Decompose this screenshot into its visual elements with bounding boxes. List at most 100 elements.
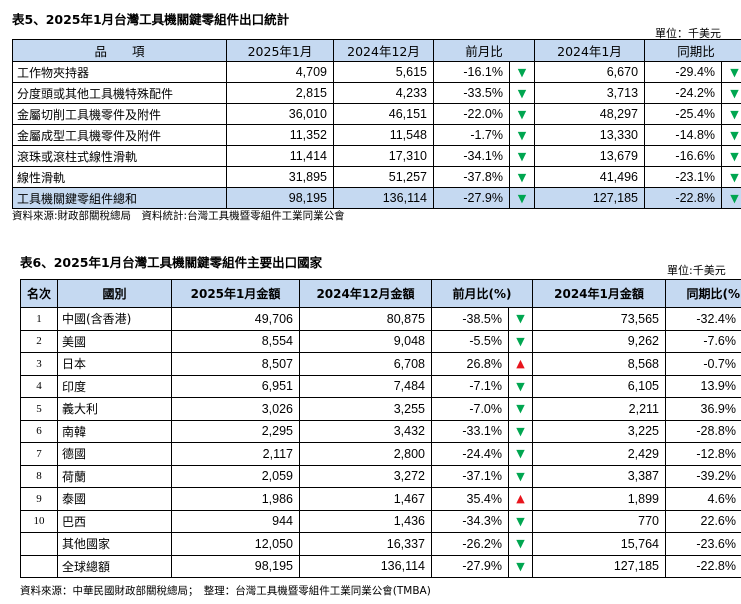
- table5-total-row: 工具機關鍵零組件總和 98,195 136,114 -27.9% ▼ 127,185 -22…: [12, 187, 741, 209]
- dec2024-amount: 16,337: [299, 532, 432, 556]
- table6-source: 資料來源：中華民國財政部關稅總局； 整理：台灣工具機暨零組件工業同業公會(TMB…: [20, 585, 431, 597]
- down-triangle-icon: ▼: [508, 442, 533, 466]
- yoy-pct: -32.4%: [665, 307, 741, 331]
- yoy-value: -24.2%: [644, 82, 723, 104]
- jan2025-value: 11,352: [226, 124, 334, 146]
- jan2024-amount: 127,185: [532, 554, 666, 578]
- jan2025-value: 4,709: [226, 61, 334, 83]
- jan2024-amount: 9,262: [532, 329, 666, 353]
- yoy-value: -29.4%: [644, 61, 723, 83]
- country-name: 泰國: [57, 487, 172, 511]
- yoy-value: -14.8%: [644, 124, 723, 146]
- jan2025-amount: 944: [171, 509, 300, 533]
- jan2025-amount: 98,195: [171, 554, 300, 578]
- header-yoy-pct: 同期比(%): [665, 279, 741, 308]
- dec2024-amount: 136,114: [299, 554, 432, 578]
- jan2025-value: 36,010: [226, 103, 334, 125]
- yoy-pct: -23.6%: [665, 532, 741, 556]
- header-dec2024: 2024年12月: [333, 39, 434, 62]
- mom-value: -37.8%: [433, 166, 510, 188]
- country-name: 全球總額: [57, 554, 172, 578]
- country-name: 德國: [57, 442, 172, 466]
- header-jan2024-amount: 2024年1月金額: [532, 279, 666, 308]
- dec2024-amount: 3,255: [299, 397, 432, 421]
- rank-number: 7: [20, 442, 58, 466]
- jan2025-amount: 2,295: [171, 419, 300, 443]
- jan2024-amount: 15,764: [532, 532, 666, 556]
- table5: 品 項 2025年1月 2024年12月 前月比 2024年1月 同期比 工作物…: [12, 39, 741, 209]
- rank-number: 8: [20, 464, 58, 488]
- table5-row: 金屬切削工具機零件及附件 36,010 46,151 -22.0% ▼ 48,297 -25…: [12, 103, 741, 125]
- down-triangle-icon: ▼: [508, 82, 536, 104]
- header-mom-pct: 前月比(%): [431, 279, 533, 308]
- down-triangle-icon: ▼: [508, 509, 533, 533]
- mom-pct: 35.4%: [431, 487, 509, 511]
- yoy-value: -16.6%: [644, 145, 723, 167]
- mom-value: -1.7%: [433, 124, 510, 146]
- mom-value: -33.5%: [433, 82, 510, 104]
- jan2024-value: 48,297: [534, 103, 646, 125]
- country-name: 其他國家: [57, 532, 172, 556]
- jan2025-amount: 3,026: [171, 397, 300, 421]
- yoy-pct: 4.6%: [665, 487, 741, 511]
- yoy-pct: -39.2%: [665, 464, 741, 488]
- jan2025-amount: 1,986: [171, 487, 300, 511]
- down-triangle-icon: ▼: [508, 61, 536, 83]
- table5-row: 滾珠或滾柱式線性滑軌 11,414 17,310 -34.1% ▼ 13,679 -16.6…: [12, 145, 741, 167]
- down-triangle-icon: ▼: [508, 166, 536, 188]
- jan2025-value: 11,414: [226, 145, 334, 167]
- table6-header-row: 名次 國別 2025年1月金額 2024年12月金額 前月比(%) 2024年1…: [20, 279, 741, 308]
- dec2024-value: 51,257: [333, 166, 434, 188]
- down-triangle-icon: ▼: [508, 419, 533, 443]
- dec2024-amount: 1,467: [299, 487, 432, 511]
- mom-pct: -33.1%: [431, 419, 509, 443]
- yoy-pct: -12.8%: [665, 442, 741, 466]
- dec2024-value: 17,310: [333, 145, 434, 167]
- jan2025-value: 2,815: [226, 82, 334, 104]
- table6: 名次 國別 2025年1月金額 2024年12月金額 前月比(%) 2024年1…: [20, 279, 741, 578]
- rank-number: 2: [20, 329, 58, 353]
- mom-value: -27.9%: [433, 187, 510, 209]
- down-triangle-icon: ▼: [721, 145, 741, 167]
- header-item: 品 項: [12, 39, 227, 62]
- dec2024-amount: 3,272: [299, 464, 432, 488]
- header-yoy: 同期比: [644, 39, 741, 62]
- dec2024-amount: 7,484: [299, 374, 432, 398]
- mom-pct: -34.3%: [431, 509, 509, 533]
- item-name: 分度頭或其他工具機特殊配件: [12, 82, 227, 104]
- mom-pct: 26.8%: [431, 352, 509, 376]
- mom-pct: -5.5%: [431, 329, 509, 353]
- mom-pct: -24.4%: [431, 442, 509, 466]
- jan2025-value: 98,195: [226, 187, 334, 209]
- rank-number: 10: [20, 509, 58, 533]
- rank-number: 6: [20, 419, 58, 443]
- country-name: 荷蘭: [57, 464, 172, 488]
- dec2024-value: 5,615: [333, 61, 434, 83]
- jan2024-amount: 3,387: [532, 464, 666, 488]
- jan2024-amount: 73,565: [532, 307, 666, 331]
- table5-row: 分度頭或其他工具機特殊配件 2,815 4,233 -33.5% ▼ 3,713 -24.2…: [12, 82, 741, 104]
- mom-pct: -26.2%: [431, 532, 509, 556]
- yoy-pct: -7.6%: [665, 329, 741, 353]
- up-triangle-icon: ▲: [508, 352, 533, 376]
- header-country: 國別: [57, 279, 172, 308]
- jan2025-amount: 49,706: [171, 307, 300, 331]
- down-triangle-icon: ▼: [508, 187, 536, 209]
- yoy-pct: -28.8%: [665, 419, 741, 443]
- header-dec2024-amount: 2024年12月金額: [299, 279, 432, 308]
- jan2024-amount: 2,429: [532, 442, 666, 466]
- down-triangle-icon: ▼: [508, 374, 533, 398]
- down-triangle-icon: ▼: [508, 307, 533, 331]
- mom-value: -34.1%: [433, 145, 510, 167]
- mom-pct: -38.5%: [431, 307, 509, 331]
- header-rank: 名次: [20, 279, 58, 308]
- header-jan2025: 2025年1月: [226, 39, 334, 62]
